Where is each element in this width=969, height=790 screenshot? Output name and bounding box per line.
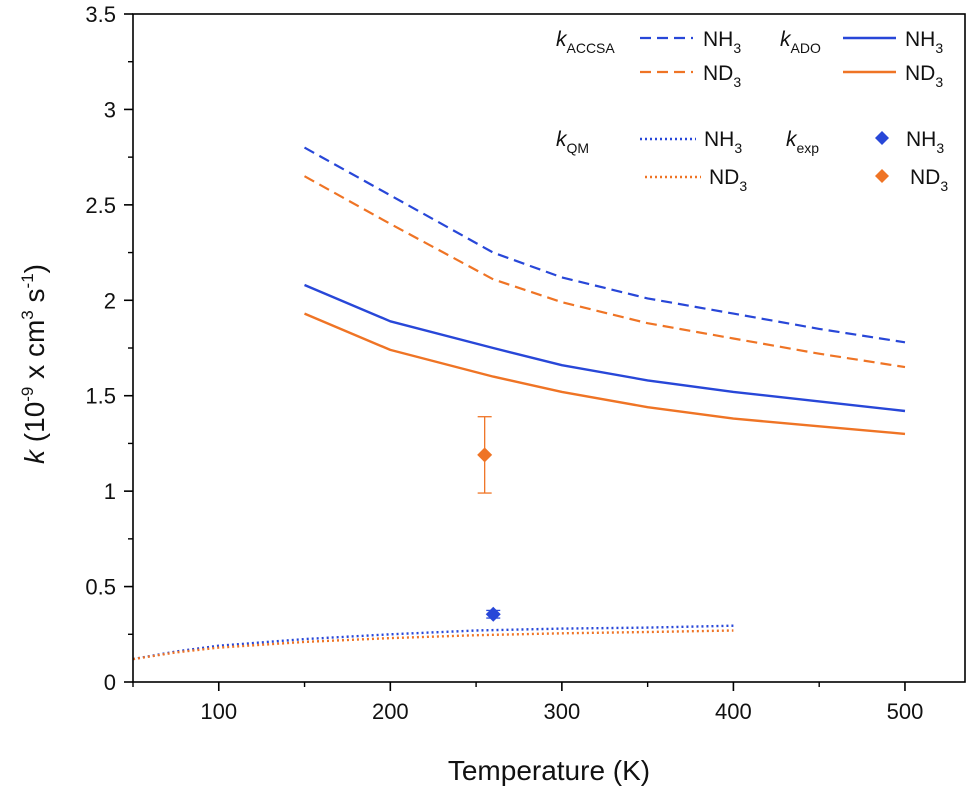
y-axis-var: k <box>19 448 50 464</box>
y-tick-label: 0 <box>104 670 116 695</box>
plot-frame <box>132 13 966 683</box>
legend-text-accsa-nd3: ND3 <box>703 62 741 90</box>
y-tick-label: 1 <box>104 479 116 504</box>
legend-text-exp-nd3: ND3 <box>910 166 948 194</box>
legend-label-accsa: kACCSA <box>556 28 615 56</box>
diamond-marker <box>477 447 493 463</box>
legend-text-ado-nd3: ND3 <box>905 62 943 90</box>
y-tick-label: 2 <box>104 288 116 313</box>
diamond-marker <box>485 606 501 622</box>
y-axis-mid: x cm <box>19 320 50 387</box>
y-tick-label: 3.5 <box>85 2 116 27</box>
series-accsa-nh3 <box>303 146 906 344</box>
point-exp-nh3 <box>485 606 501 622</box>
y-axis-exp3: -1 <box>18 273 37 288</box>
legend-label-ado: kADO <box>780 28 821 56</box>
series-qm-nh3 <box>133 624 734 661</box>
legend: kACCSA NH3 ND3 kADO NH3 ND3 kQM NH3 ND3 … <box>556 28 948 194</box>
legend-text-ado-nh3: NH3 <box>905 28 943 56</box>
points-layer <box>477 416 501 622</box>
y-tick-label: 0.5 <box>85 575 116 600</box>
legend-label-exp: kexp <box>786 128 819 156</box>
x-tick-label: 200 <box>372 699 409 724</box>
legend-marker-exp-nd3 <box>875 169 889 183</box>
series-accsa-nd3 <box>303 175 906 369</box>
series-ado-nd3 <box>304 312 906 436</box>
ticks-layer: 100 200 300 400 500 0 0.5 1 1.5 2 2.5 3 3.5 <box>85 2 923 724</box>
y-axis-exp2: 3 <box>18 310 37 319</box>
series-ado-nh3 <box>304 283 906 413</box>
legend-text-qm-nd3: ND3 <box>709 166 747 194</box>
legend-text-exp-nh3: NH3 <box>906 128 944 156</box>
x-tick-label: 400 <box>715 699 752 724</box>
x-tick-label: 100 <box>200 699 237 724</box>
y-axis-open: (10 <box>19 402 50 450</box>
y-axis-exp1: -9 <box>18 387 37 402</box>
y-axis-sp: s <box>19 288 50 310</box>
legend-label-qm: kQM <box>556 128 589 156</box>
y-tick-label: 1.5 <box>85 384 116 409</box>
x-tick-label: 500 <box>887 699 924 724</box>
legend-text-qm-nh3: NH3 <box>704 128 742 156</box>
legend-text-accsa-nh3: NH3 <box>703 28 741 56</box>
y-axis-close: ) <box>19 264 50 273</box>
x-tick-label: 300 <box>544 699 581 724</box>
y-axis-title: k (10-9 x cm3 s-1) <box>18 264 50 464</box>
y-tick-label: 2.5 <box>85 193 116 218</box>
x-axis-title: Temperature (K) <box>448 755 650 786</box>
axes-layer <box>132 13 966 683</box>
y-tick-label: 3 <box>104 97 116 122</box>
point-exp-nd3 <box>477 416 493 494</box>
series-layer <box>133 146 906 661</box>
legend-marker-exp-nh3 <box>875 131 889 145</box>
